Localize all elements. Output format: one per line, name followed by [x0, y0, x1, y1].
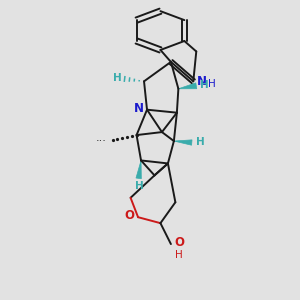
Text: H: H: [196, 137, 205, 147]
Text: ···: ···: [96, 136, 107, 146]
Text: H: H: [200, 80, 209, 90]
Text: N: N: [134, 102, 144, 115]
Polygon shape: [174, 140, 192, 145]
Text: O: O: [124, 209, 134, 222]
Text: O: O: [174, 236, 184, 249]
Polygon shape: [178, 83, 197, 89]
Polygon shape: [136, 160, 141, 179]
Text: H: H: [113, 73, 122, 83]
Text: H: H: [135, 181, 144, 191]
Text: N: N: [197, 75, 207, 88]
Text: H: H: [208, 79, 216, 89]
Text: H: H: [176, 250, 183, 260]
